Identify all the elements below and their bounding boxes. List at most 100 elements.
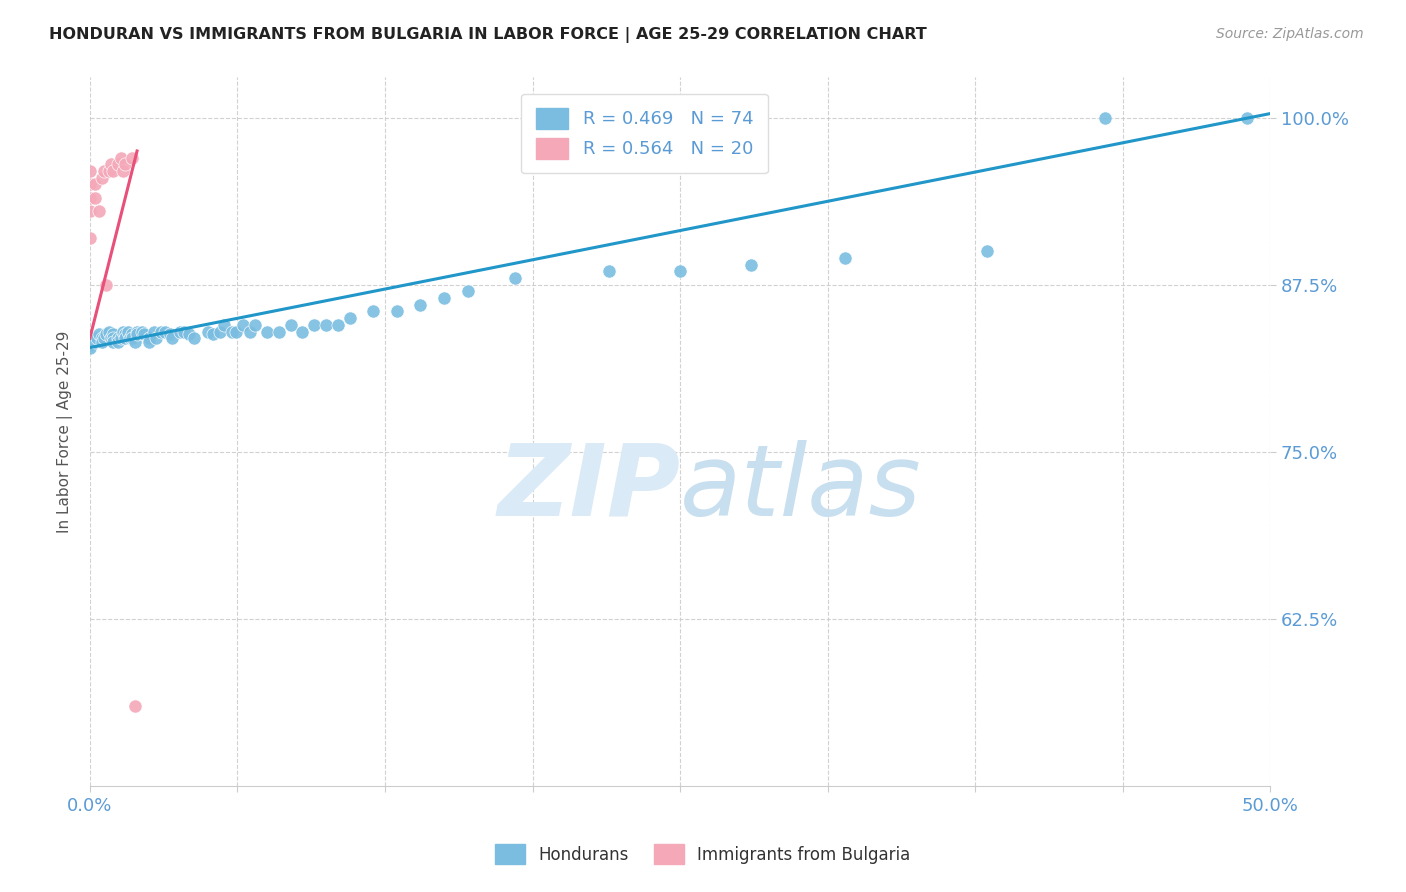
Point: [86, 331, 108, 345]
Point: [124, 698, 146, 713]
Point: [100, 157, 122, 171]
Point: [280, 318, 302, 332]
Point: [79, 204, 101, 219]
Point: [834, 251, 856, 265]
Point: [669, 264, 692, 278]
Point: [138, 335, 160, 350]
Point: [162, 331, 184, 345]
Point: [90, 331, 112, 345]
Point: [103, 164, 125, 178]
Point: [142, 325, 165, 339]
Point: [145, 331, 167, 345]
Point: [103, 331, 125, 345]
Point: [79, 231, 101, 245]
Point: [177, 327, 200, 342]
Point: [103, 327, 125, 342]
Point: [243, 318, 266, 332]
Point: [111, 325, 134, 339]
Point: [598, 264, 620, 278]
Y-axis label: In Labor Force | Age 25-29: In Labor Force | Age 25-29: [58, 331, 73, 533]
Point: [433, 291, 456, 305]
Text: atlas: atlas: [681, 440, 922, 537]
Point: [96, 277, 118, 292]
Point: [117, 325, 139, 339]
Point: [93, 164, 115, 178]
Point: [79, 335, 101, 350]
Point: [208, 325, 231, 339]
Point: [79, 178, 101, 192]
Point: [79, 341, 101, 355]
Point: [96, 327, 118, 342]
Point: [503, 271, 526, 285]
Point: [89, 327, 111, 342]
Text: ZIP: ZIP: [498, 440, 681, 537]
Point: [121, 151, 143, 165]
Point: [90, 335, 112, 350]
Point: [159, 327, 181, 342]
Point: [385, 304, 408, 318]
Legend: R = 0.469   N = 74, R = 0.564   N = 20: R = 0.469 N = 74, R = 0.564 N = 20: [522, 94, 768, 173]
Point: [1236, 111, 1258, 125]
Point: [267, 325, 290, 339]
Point: [221, 325, 243, 339]
Point: [173, 325, 195, 339]
Point: [107, 157, 129, 171]
Point: [89, 204, 111, 219]
Point: [79, 331, 101, 345]
Point: [149, 325, 172, 339]
Point: [103, 335, 125, 350]
Point: [97, 325, 120, 339]
Point: [125, 325, 148, 339]
Point: [121, 331, 143, 345]
Point: [291, 325, 314, 339]
Point: [302, 318, 325, 332]
Point: [976, 244, 998, 259]
Point: [409, 298, 432, 312]
Point: [107, 335, 129, 350]
Point: [83, 178, 105, 192]
Point: [107, 331, 129, 345]
Point: [125, 327, 148, 342]
Point: [83, 331, 105, 345]
Point: [79, 191, 101, 205]
Point: [214, 318, 236, 332]
Point: [239, 325, 262, 339]
Point: [79, 164, 101, 178]
Point: [111, 164, 134, 178]
Point: [457, 285, 479, 299]
Point: [100, 331, 122, 345]
Point: [118, 331, 141, 345]
Point: [131, 325, 153, 339]
Point: [83, 335, 105, 350]
Point: [339, 311, 361, 326]
Point: [315, 318, 337, 332]
Point: [225, 325, 247, 339]
Point: [361, 304, 384, 318]
Point: [326, 318, 349, 332]
Point: [1094, 111, 1116, 125]
Point: [232, 318, 254, 332]
Point: [124, 335, 146, 350]
Point: [121, 327, 143, 342]
Text: Source: ZipAtlas.com: Source: ZipAtlas.com: [1216, 27, 1364, 41]
Legend: Hondurans, Immigrants from Bulgaria: Hondurans, Immigrants from Bulgaria: [489, 838, 917, 871]
Point: [90, 170, 112, 185]
Point: [183, 331, 205, 345]
Text: HONDURAN VS IMMIGRANTS FROM BULGARIA IN LABOR FORCE | AGE 25-29 CORRELATION CHAR: HONDURAN VS IMMIGRANTS FROM BULGARIA IN …: [49, 27, 927, 43]
Point: [79, 338, 101, 352]
Point: [740, 258, 762, 272]
Point: [83, 191, 105, 205]
Point: [93, 331, 115, 345]
Point: [256, 325, 278, 339]
Point: [169, 325, 191, 339]
Point: [110, 331, 132, 345]
Point: [114, 157, 136, 171]
Point: [155, 325, 177, 339]
Point: [97, 164, 120, 178]
Point: [114, 327, 136, 342]
Point: [197, 325, 219, 339]
Point: [114, 331, 136, 345]
Point: [201, 327, 224, 342]
Point: [138, 331, 160, 345]
Point: [110, 151, 132, 165]
